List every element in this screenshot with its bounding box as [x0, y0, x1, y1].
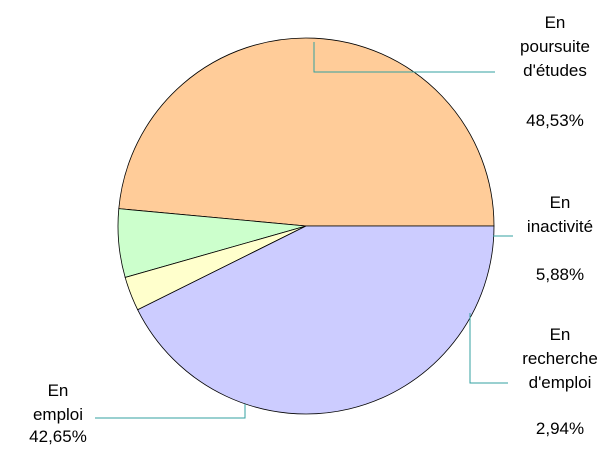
- pie-slice-d-tudes: [118, 37, 495, 227]
- slice-value-label-d-emploi: 2,94%: [536, 419, 584, 438]
- slice-label-d-tudes: d'études: [523, 61, 587, 80]
- slice-label-inactivit-: En: [550, 193, 571, 212]
- slice-label-d-tudes: poursuite: [520, 37, 590, 56]
- slice-value-label-inactivit-: 5,88%: [536, 265, 584, 284]
- leader-line-d-tudes: [313, 42, 495, 73]
- slice-label-d-emploi: recherche: [522, 349, 598, 368]
- slice-label-d-tudes: En: [545, 13, 566, 32]
- slice-label-d-emploi: En: [550, 325, 571, 344]
- slice-label-d-emploi: d'emploi: [529, 373, 592, 392]
- slice-label-emploi: En: [48, 381, 69, 400]
- slice-value-label-emploi: 42,65%: [29, 427, 87, 446]
- pie-slice-emploi: [137, 225, 495, 415]
- slice-value-label-d-tudes: 48,53%: [526, 111, 584, 130]
- slice-label-emploi: emploi: [33, 405, 83, 424]
- slice-label-inactivit-: inactivité: [527, 217, 593, 236]
- leader-line-emploi: [95, 404, 246, 419]
- leader-line-d-emploi: [469, 313, 508, 384]
